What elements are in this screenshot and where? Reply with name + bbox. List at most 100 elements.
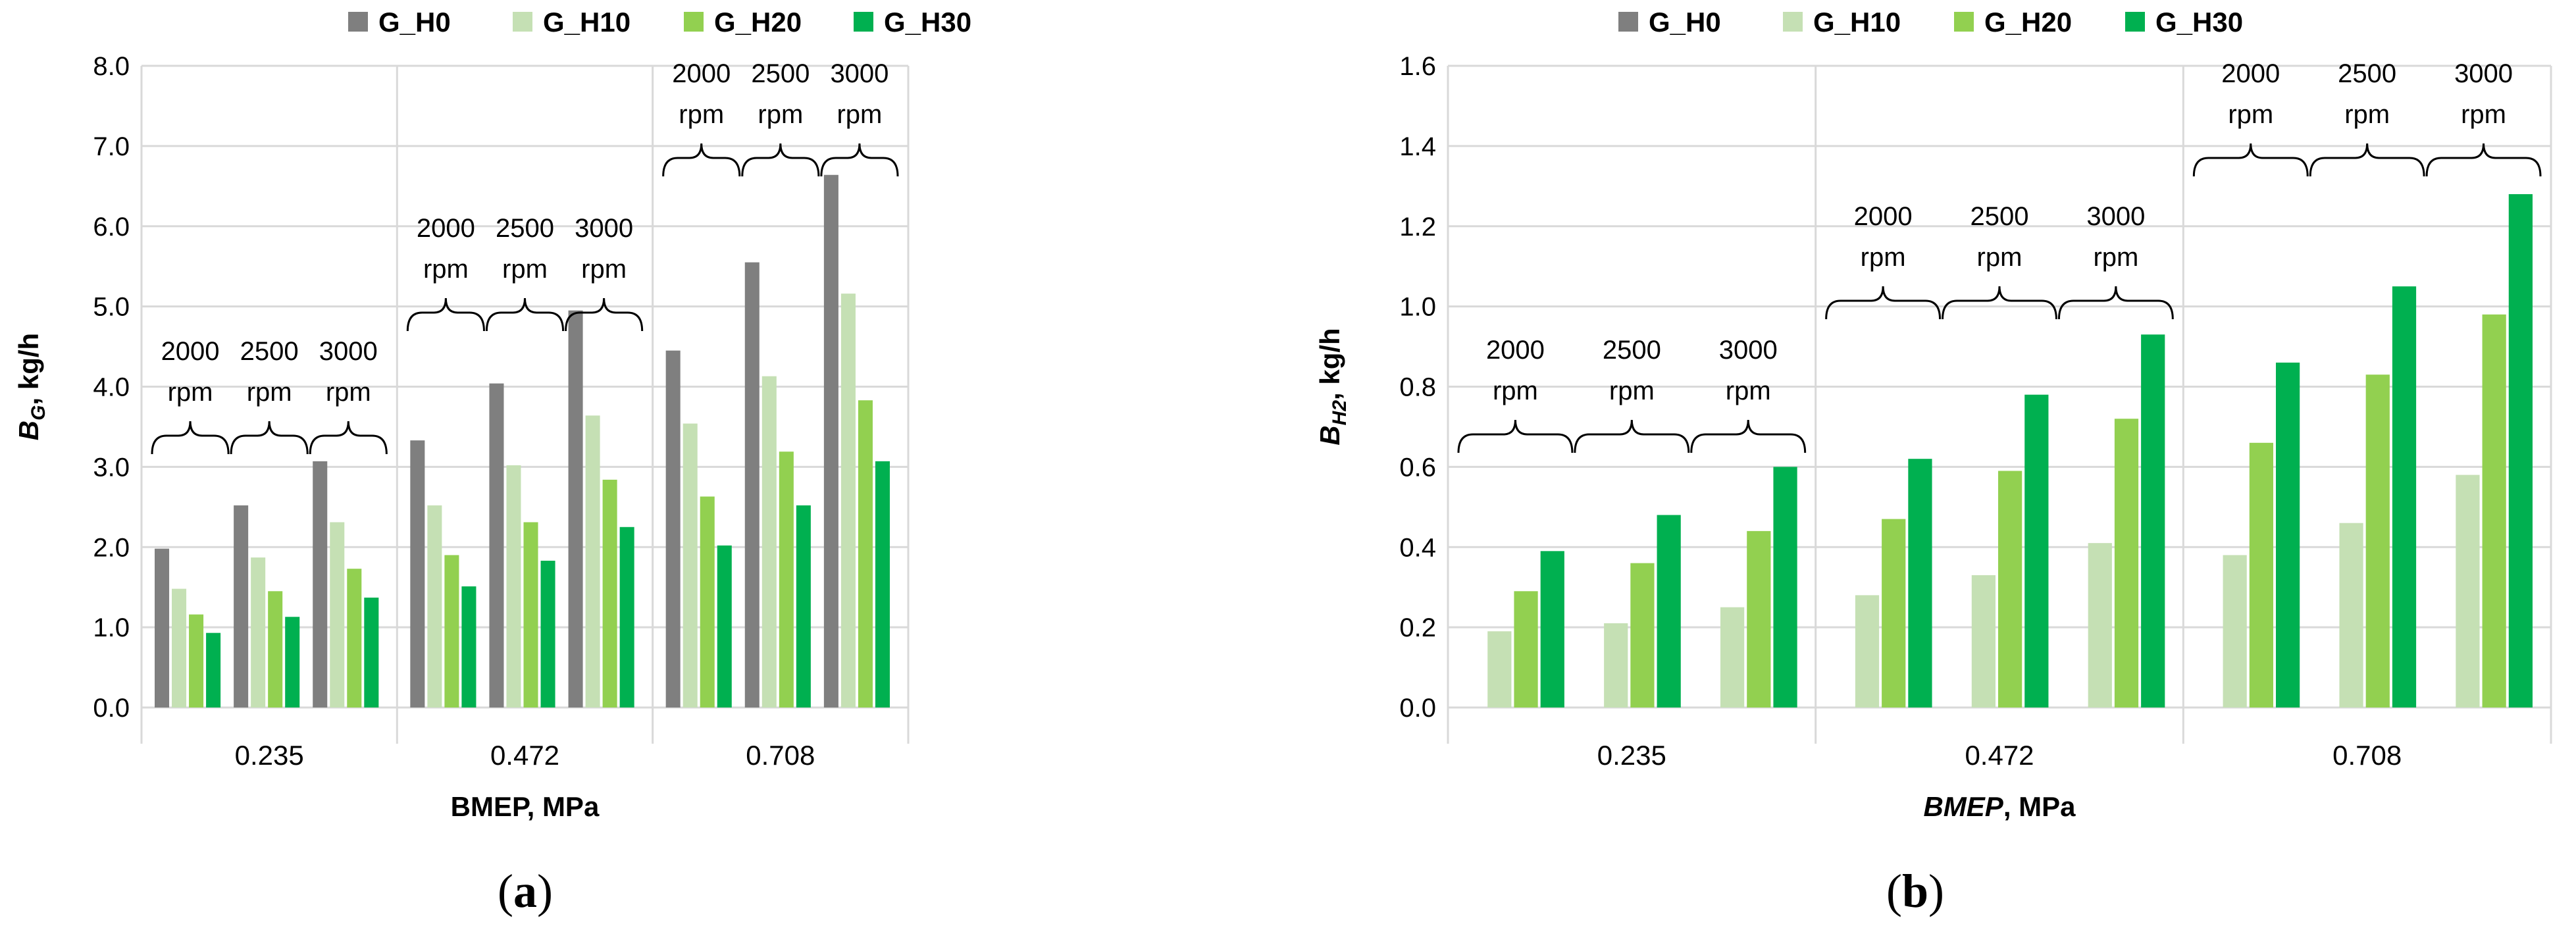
bar-g-h10-0.708-2 [2339,523,2363,707]
bar-g-h10-0.472-2 [1971,575,1996,707]
bar-g-h30-0.708-2 [796,505,811,707]
y-tick-label: 8.0 [93,52,130,81]
rpm-label-speed: 2000 [161,337,220,366]
legend-label: G_H0 [1649,7,1721,38]
bar-g-h20-0.235-2 [268,591,283,707]
bar-g-h20-0.235-1 [1514,591,1538,707]
y-tick-label: 1.4 [1399,132,1436,161]
rpm-label-unit: rpm [2228,100,2273,129]
legend-label: G_H20 [714,7,802,38]
bar-g-h20-0.472-2 [523,522,538,707]
y-tick-label: 2.0 [93,533,130,562]
y-tick-label: 0.4 [1399,533,1436,562]
legend-swatch [513,12,532,32]
rpm-label-speed: 3000 [830,59,889,88]
bar-g-h30-0.708-3 [2508,194,2533,707]
rpm-label-unit: rpm [1977,243,2022,272]
rpm-label-unit: rpm [2093,243,2138,272]
rpm-brace [565,297,644,332]
y-axis-label-unit: , kg/h [1314,328,1345,400]
y-axis-label: BG, kg/h [13,333,49,440]
bar-g-h30-0.472-3 [619,527,634,707]
y-tick-label: 6.0 [93,213,130,242]
legend-swatch [348,12,368,32]
rpm-brace [406,297,485,332]
bar-g-h30-0.708-2 [2392,286,2417,707]
bar-g-h0-0.708-1 [665,350,681,707]
bar-g-h30-0.472-1 [1908,459,1932,707]
y-axis-label: BH2, kg/h [1314,328,1351,445]
bar-g-h20-0.708-2 [779,451,794,707]
rpm-label-unit: rpm [758,100,803,129]
rpm-brace [309,421,388,455]
rpm-brace [2425,143,2542,177]
legend-label: G_H30 [884,7,971,38]
bar-g-h10-0.235-3 [330,522,345,707]
bar-g-h0-0.235-1 [155,548,170,707]
bar-g-h20-0.708-1 [700,496,715,707]
bar-g-h10-0.708-1 [2223,555,2247,707]
bar-g-h30-0.472-1 [461,586,477,707]
bar-g-h20-0.235-3 [1747,530,1771,707]
bar-g-h20-0.708-2 [2365,374,2390,707]
legend-swatch [684,12,704,32]
bar-g-h10-0.708-1 [683,423,698,707]
bar-g-h0-0.235-2 [234,505,249,707]
x-category-label: 0.708 [2332,740,2402,771]
legend-label: G_H10 [543,7,631,38]
rpm-label-unit: rpm [1726,376,1771,405]
bar-g-h30-0.708-3 [875,461,890,707]
bar-g-h20-0.472-3 [2114,419,2139,707]
x-category-label: 0.708 [746,740,815,771]
rpm-label-speed: 2500 [496,214,554,243]
rpm-label-speed: 3000 [1719,336,1778,365]
rpm-label-speed: 2500 [240,337,299,366]
bar-g-h10-0.235-2 [1604,623,1628,707]
y-tick-label: 1.2 [1399,213,1436,242]
bar-g-h30-0.235-1 [1540,551,1564,707]
x-category-label: 0.472 [1965,740,2034,771]
bar-g-h10-0.472-3 [2088,543,2112,707]
bar-g-h10-0.235-1 [172,588,187,707]
rpm-label-unit: rpm [326,378,371,407]
bar-g-h10-0.235-2 [251,557,266,707]
x-axis-label-italic: BMEP [1923,791,2003,822]
rpm-brace [1574,419,1690,453]
rpm-label-speed: 2500 [1603,336,1661,365]
bar-g-h10-0.472-2 [506,465,521,707]
rpm-brace [485,297,565,332]
rpm-brace [820,143,899,177]
bar-g-h20-0.235-3 [347,569,362,707]
y-axis-label-subscript: G [28,405,49,421]
rpm-label-speed: 3000 [575,214,633,243]
y-tick-label: 0.0 [93,694,130,723]
legend-swatch [1783,12,1803,32]
bar-g-h10-0.708-3 [840,294,856,707]
panel-label: (b) [1886,865,1944,917]
bar-g-h10-0.235-1 [1487,631,1512,707]
rpm-label-speed: 2000 [2221,59,2280,88]
y-axis-label-symbol: B [1314,425,1345,445]
bar-g-h30-0.708-1 [2276,362,2300,707]
bar-g-h0-0.472-2 [489,383,504,707]
x-axis-label-unit: BMEP, MPa [451,791,600,822]
legend-swatch [1618,12,1638,32]
chart-panel-a: 0.0 1.0 2.0 3.0 4.0 5.0 6.0 7.0 8.0 2000 rpm 2500 rp… [13,7,971,917]
bar-g-h10-0.472-1 [1855,595,1880,707]
rpm-brace [1825,286,1942,320]
bar-g-h30-0.235-2 [1657,515,1681,707]
bar-g-h0-0.708-3 [823,174,838,707]
bar-g-h20-0.235-2 [1630,563,1655,707]
bar-g-h10-0.708-2 [761,376,777,707]
rpm-label-speed: 2000 [1854,202,1913,231]
rpm-label-unit: rpm [168,378,213,407]
panel-label: (a) [498,865,553,917]
x-category-label: 0.235 [235,740,304,771]
bar-g-h20-0.708-3 [2482,314,2506,707]
panel-label-open: ( [498,865,513,917]
y-axis-label-subscript: H2 [1329,400,1351,426]
x-axis-label: BMEP, MPa [1923,791,2076,822]
y-tick-label: 0.2 [1399,613,1436,642]
